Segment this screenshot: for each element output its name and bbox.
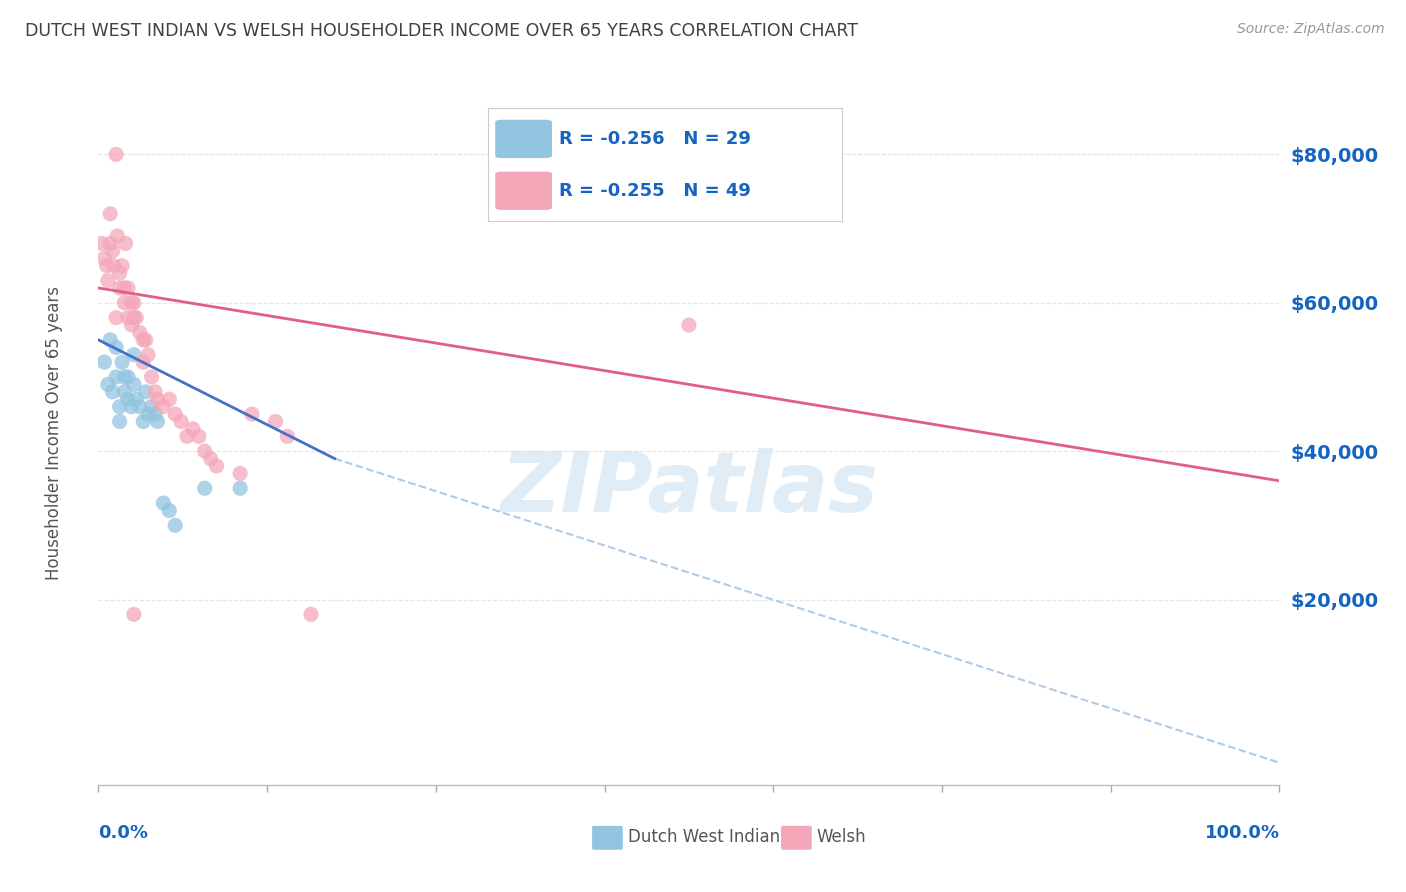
FancyBboxPatch shape (592, 826, 623, 850)
Point (136, 348, 159, 362)
Point (152, 496, 174, 510)
Point (165, 407, 187, 421)
Text: DUTCH WEST INDIAN VS WELSH HOUSEHOLDER INCOME OVER 65 YEARS CORRELATION CHART: DUTCH WEST INDIAN VS WELSH HOUSEHOLDER I… (25, 22, 858, 40)
Point (264, 415, 287, 429)
Point (135, 384, 157, 399)
Point (141, 400, 163, 414)
Point (194, 444, 217, 458)
Point (114, 236, 136, 251)
Point (157, 392, 180, 407)
Point (157, 503, 180, 517)
Point (181, 422, 204, 436)
Point (176, 429, 198, 443)
Point (112, 295, 135, 310)
Point (136, 407, 159, 421)
Text: 0.0%: 0.0% (98, 823, 149, 842)
Point (187, 429, 209, 443)
Point (229, 481, 252, 495)
Point (96, 259, 118, 273)
Point (678, 318, 700, 332)
Point (98, 236, 121, 251)
Point (97, 377, 120, 392)
Point (111, 259, 134, 273)
Point (200, 451, 222, 466)
Point (108, 266, 131, 280)
Point (101, 244, 124, 258)
Point (112, 281, 135, 295)
Point (276, 429, 298, 443)
Point (117, 281, 139, 295)
Point (98, 333, 121, 347)
Point (117, 392, 139, 407)
Point (121, 318, 143, 332)
Point (122, 310, 145, 325)
Point (108, 400, 131, 414)
Point (105, 370, 128, 384)
Point (117, 310, 139, 325)
Point (229, 467, 252, 481)
Point (91, 236, 114, 251)
Point (121, 400, 143, 414)
Point (93, 355, 115, 369)
Point (108, 281, 131, 295)
Point (98, 207, 121, 221)
Point (128, 400, 150, 414)
Point (141, 370, 163, 384)
FancyBboxPatch shape (782, 826, 811, 850)
Point (240, 407, 263, 421)
Text: Welsh: Welsh (817, 828, 866, 847)
Point (112, 384, 135, 399)
Point (122, 607, 145, 622)
Point (152, 400, 174, 414)
Point (105, 310, 128, 325)
Point (121, 295, 143, 310)
Point (122, 377, 145, 392)
Point (143, 407, 166, 421)
Point (205, 458, 228, 473)
Text: ZIPatlas: ZIPatlas (501, 449, 877, 530)
Point (125, 310, 148, 325)
Point (135, 333, 157, 347)
Point (111, 355, 134, 369)
Point (105, 229, 128, 244)
Point (194, 481, 217, 495)
Point (299, 607, 322, 622)
Point (93, 252, 115, 266)
Point (103, 259, 125, 273)
Point (132, 333, 155, 347)
Point (146, 415, 169, 429)
Point (170, 415, 193, 429)
Point (105, 147, 128, 161)
Point (112, 370, 135, 384)
Point (108, 415, 131, 429)
Point (128, 326, 150, 340)
Point (165, 518, 187, 533)
Point (132, 415, 155, 429)
Point (143, 384, 166, 399)
Text: Householder Income Over 65 years: Householder Income Over 65 years (45, 285, 62, 580)
Point (122, 348, 145, 362)
Point (101, 384, 124, 399)
Point (132, 355, 155, 369)
Text: Source: ZipAtlas.com: Source: ZipAtlas.com (1237, 22, 1385, 37)
Point (125, 392, 148, 407)
Point (122, 295, 145, 310)
Text: 100.0%: 100.0% (1205, 823, 1279, 842)
Point (97, 274, 120, 288)
Point (146, 392, 169, 407)
Text: Dutch West Indians: Dutch West Indians (627, 828, 789, 847)
Point (117, 370, 139, 384)
Point (105, 340, 128, 354)
